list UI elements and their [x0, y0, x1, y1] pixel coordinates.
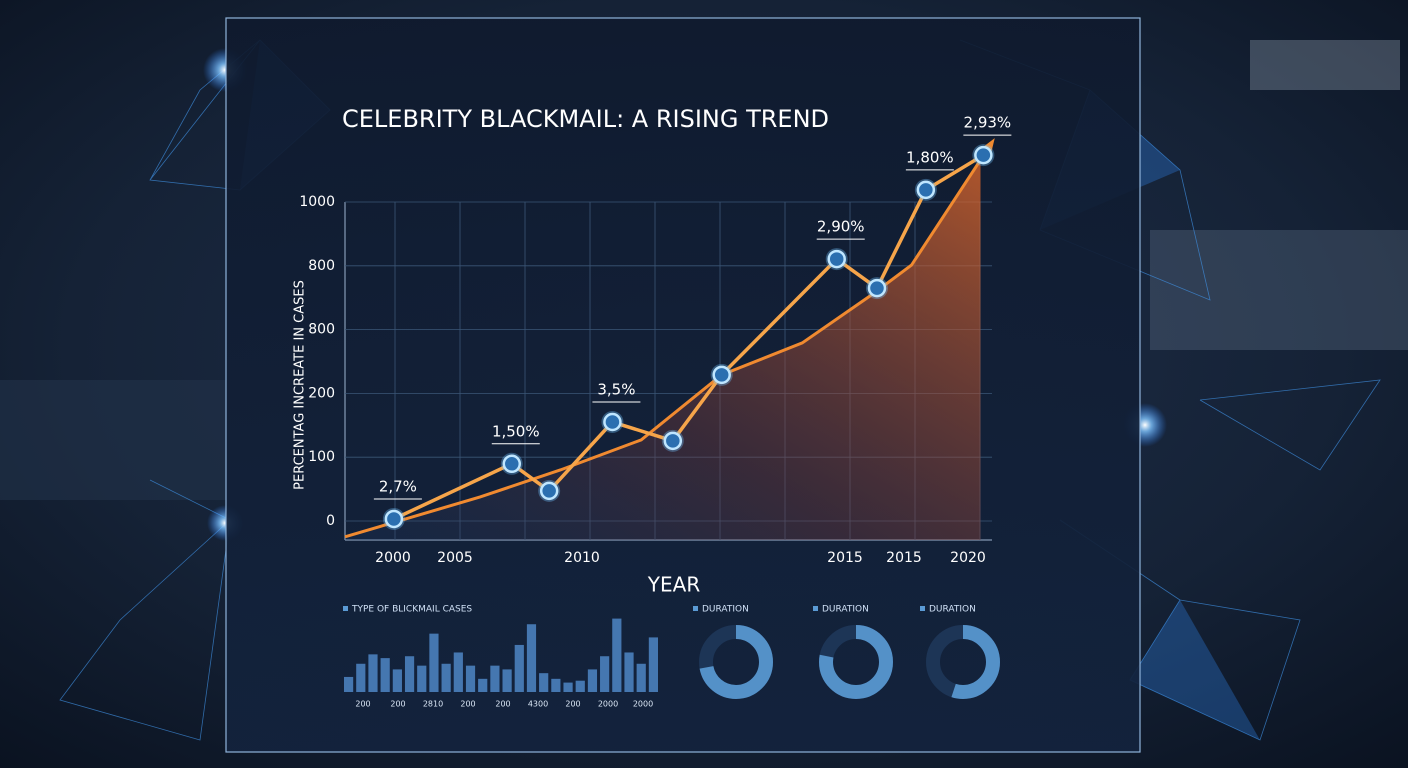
mini-bar	[344, 676, 354, 692]
mini-bar	[551, 678, 561, 692]
x-tick-label: 2015	[827, 550, 863, 566]
data-annotation: 1,50%	[492, 422, 540, 440]
x-tick-label: 2000	[375, 550, 411, 566]
donut-arc	[819, 625, 893, 699]
mini-bar	[417, 665, 427, 692]
data-line	[393, 153, 985, 521]
mini-bar	[478, 678, 488, 692]
mini-x-label: 200	[355, 700, 370, 709]
data-annotation: 2,90%	[817, 218, 865, 236]
mini-bar	[563, 682, 573, 692]
mini-bar	[429, 633, 439, 692]
donut-title: DURATION	[822, 605, 869, 615]
mini-bar	[404, 656, 415, 692]
y-tick-label: 0	[326, 513, 335, 529]
legend-icon	[693, 606, 698, 611]
data-point	[827, 249, 846, 269]
y-tick-label: 1000	[299, 194, 335, 210]
y-tick-label: 800	[308, 258, 335, 274]
mini-bar	[587, 669, 598, 692]
data-point	[867, 278, 887, 298]
data-annotation: 1,80%	[906, 148, 954, 166]
mini-bar	[612, 618, 622, 692]
y-tick-label: 800	[308, 322, 335, 338]
mini-bar	[502, 669, 512, 692]
ceiling-light	[1250, 40, 1400, 90]
mini-bar	[526, 624, 537, 692]
x-tick-label: 2005	[437, 550, 473, 566]
mini-x-label: 200	[460, 700, 475, 709]
panel	[225, 17, 1141, 753]
donut-title: DURATION	[702, 605, 749, 615]
mini-bar	[539, 673, 549, 692]
data-annotation: 2,93%	[964, 114, 1012, 132]
donut-title: DURATION	[929, 605, 976, 615]
mini-x-label: 200	[565, 700, 580, 709]
legend-icon	[813, 606, 818, 611]
mini-bar	[636, 663, 646, 692]
mini-bar	[356, 663, 366, 692]
data-point	[663, 431, 683, 451]
mini-x-label: 2810	[423, 700, 443, 709]
mini-bar	[490, 665, 500, 692]
mini-bar	[624, 652, 634, 692]
mini-bar	[514, 644, 524, 692]
bar-chart-title: TYPE OF BLICKMAIL CASES	[351, 605, 472, 615]
data-annotation: 2,7%	[379, 477, 417, 495]
mini-x-label: 200	[390, 700, 405, 709]
mini-x-label: 4300	[528, 700, 548, 709]
mini-bar	[600, 656, 610, 692]
mini-x-label: 2000	[598, 700, 618, 709]
y-tick-label: 100	[308, 449, 335, 465]
data-point	[384, 509, 404, 529]
data-point	[539, 481, 559, 501]
mini-bar	[453, 652, 463, 692]
mini-bar	[368, 654, 378, 692]
donut-arc	[926, 625, 1000, 699]
donut-arc	[699, 625, 773, 699]
legend-icon	[920, 606, 925, 611]
data-point	[916, 180, 936, 200]
mini-bar	[380, 658, 390, 692]
mini-bar	[392, 669, 402, 692]
x-tick-label: 2010	[564, 550, 600, 566]
x-axis-title: YEAR	[647, 573, 701, 597]
y-tick-label: 200	[308, 385, 335, 401]
chart-title: CELEBRITY BLACKMAIL: A RISING TREND	[342, 105, 829, 133]
legend-icon	[343, 606, 348, 611]
mini-x-label: 200	[495, 700, 510, 709]
desk-blur	[0, 380, 226, 500]
data-point	[502, 454, 522, 474]
window-blur	[1150, 230, 1408, 350]
y-axis-title: PERCENTAG INCREATE IN CASES	[293, 280, 308, 490]
mini-bar	[465, 665, 476, 692]
mini-bar	[575, 680, 585, 692]
data-point	[603, 412, 622, 432]
data-point	[974, 145, 993, 165]
mini-bar	[648, 637, 658, 692]
data-point	[712, 365, 731, 385]
x-tick-label: 2015	[886, 550, 922, 566]
x-tick-label: 2020	[950, 550, 986, 566]
mini-bar	[441, 663, 451, 692]
data-annotation: 3,5%	[597, 381, 635, 399]
trend-area	[345, 159, 981, 541]
mini-x-label: 2000	[633, 700, 653, 709]
